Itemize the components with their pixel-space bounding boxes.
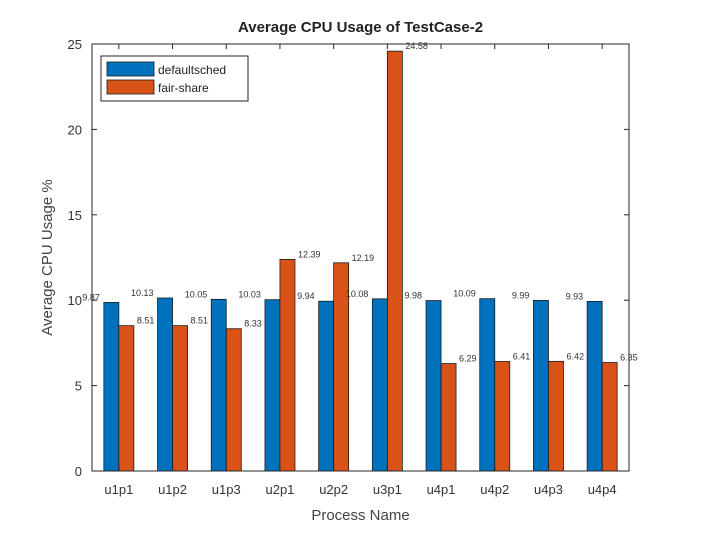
data-label-defaultsched-u4p4: 9.93	[566, 291, 584, 301]
bar-fairshare-u3p1	[386, 50, 403, 472]
bar-defaultsched-u1p2	[157, 297, 173, 472]
bar-fairshare-u4p4	[601, 362, 618, 472]
x-axis-label: Process Name	[311, 507, 409, 524]
data-label-fairshare-u4p2: 6.41	[513, 352, 531, 362]
bar-fairshare-u4p1	[440, 363, 457, 472]
data-label-fairshare-u3p1: 24.58	[405, 41, 428, 51]
x-tick-label: u1p1	[104, 482, 133, 497]
x-tick-label: u4p1	[427, 482, 456, 497]
bar-fairshare-u1p1	[118, 325, 135, 472]
axis-ticks-layer: u1p1 u1p2 u1p3 u2p1 u2p2 u3p1 u4p1 u4p2 u4p3 u4p4…	[68, 37, 629, 497]
data-label-fairshare-u4p1: 6.29	[459, 354, 477, 364]
x-tick-label: u4p4	[588, 482, 617, 497]
y-tick-label: 25	[68, 37, 82, 52]
data-labels-layer: 9.87 8.51 10.13 8.51 10.05 8.33 10.03 12.39 9.94…	[82, 41, 637, 363]
bar-defaultsched-u4p2	[479, 298, 496, 472]
bar-defaultsched-u4p4	[586, 300, 603, 472]
bar-defaultsched-u3p1	[371, 298, 388, 472]
data-label-defaultsched-u4p2: 10.09	[453, 289, 476, 299]
data-label-defaultsched-u3p1: 10.08	[346, 289, 369, 299]
plot-area-frame	[91, 43, 630, 472]
data-label-defaultsched-u4p1: 9.98	[405, 291, 423, 301]
bar-defaultsched-u1p1	[103, 302, 120, 472]
data-label-defaultsched-u4p3: 9.99	[512, 290, 530, 300]
y-tick-label: 15	[68, 208, 82, 223]
bar-fairshare-u4p2	[494, 361, 511, 472]
data-label-defaultsched-u1p3: 10.05	[185, 289, 208, 299]
data-label-fairshare-u4p3: 6.42	[566, 351, 584, 361]
x-tick-label: u4p2	[480, 482, 509, 497]
y-tick-label: 5	[75, 379, 82, 394]
chart-title: Average CPU Usage of TestCase-2	[238, 19, 483, 36]
bar-defaultsched-u4p1	[425, 300, 442, 472]
bar-defaultsched-u4p3	[533, 299, 549, 472]
x-tick-label: u1p3	[212, 482, 241, 497]
y-tick-label: 10	[68, 293, 82, 308]
bar-fairshare-u1p3	[225, 328, 242, 472]
data-label-defaultsched-u1p1: 9.87	[82, 292, 100, 302]
legend: defaultsched fair-share	[100, 55, 249, 102]
bar-fairshare-u1p2	[172, 325, 188, 472]
x-tick-label: u2p1	[265, 482, 294, 497]
data-label-defaultsched-u2p2: 9.94	[297, 291, 315, 301]
bar-defaultsched-u2p2	[318, 300, 335, 472]
data-label-fairshare-u2p1: 12.39	[298, 249, 321, 259]
bar-defaultsched-u1p3	[210, 298, 227, 472]
x-tick-label: u1p2	[158, 482, 187, 497]
y-tick-label: 20	[68, 122, 82, 137]
legend-swatch-fair-share	[106, 79, 155, 95]
bar-defaultsched-u2p1	[264, 299, 281, 472]
legend-label-defaultsched: defaultsched	[158, 63, 226, 77]
x-tick-label: u3p1	[373, 482, 402, 497]
bars-layer	[103, 50, 618, 472]
data-label-defaultsched-u1p2: 10.13	[131, 288, 154, 298]
legend-swatch-defaultsched	[106, 61, 155, 77]
x-tick-label: u2p2	[319, 482, 348, 497]
data-label-fairshare-u1p2: 8.51	[191, 316, 209, 326]
data-label-defaultsched-u2p1: 10.03	[238, 290, 261, 300]
data-label-fairshare-u1p1: 8.51	[137, 316, 155, 326]
data-label-fairshare-u2p2: 12.19	[352, 253, 375, 263]
bar-fairshare-u2p1	[279, 258, 296, 472]
x-tick-label: u4p3	[534, 482, 563, 497]
y-tick-label: 0	[75, 464, 82, 479]
data-label-fairshare-u1p3: 8.33	[244, 319, 262, 329]
bar-fairshare-u4p3	[548, 360, 564, 472]
legend-label-fair-share: fair-share	[158, 81, 209, 95]
y-axis-label: Average CPU Usage %	[39, 179, 56, 335]
